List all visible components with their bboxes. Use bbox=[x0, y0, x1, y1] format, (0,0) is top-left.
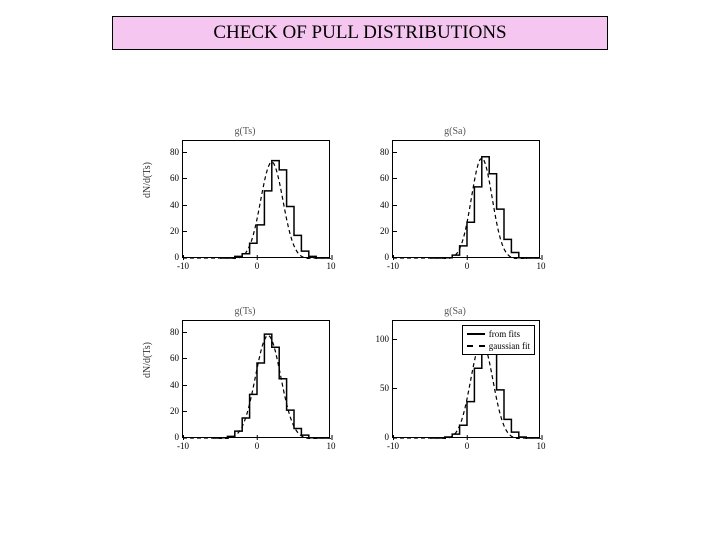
x-tick: -10 bbox=[387, 261, 399, 271]
y-tick: 80 bbox=[371, 147, 389, 157]
histogram-step bbox=[430, 157, 541, 259]
legend-item: from fits bbox=[467, 328, 530, 340]
gaussian-fit-curve bbox=[183, 162, 331, 259]
panel-title: g(Sa) bbox=[370, 126, 540, 137]
legend: from fitsgaussian fit bbox=[462, 325, 535, 355]
y-tick: 20 bbox=[371, 226, 389, 236]
x-tick: 0 bbox=[255, 441, 260, 451]
y-tick: 40 bbox=[161, 380, 179, 390]
y-tick: 60 bbox=[161, 353, 179, 363]
histogram-step bbox=[430, 341, 541, 439]
plot-area: 020406080-10010 bbox=[182, 320, 330, 438]
plot-svg bbox=[183, 321, 331, 439]
x-tick: 0 bbox=[465, 441, 470, 451]
y-tick: 20 bbox=[161, 226, 179, 236]
legend-dash-icon bbox=[467, 345, 485, 347]
plot-svg bbox=[183, 141, 331, 259]
y-tick: 40 bbox=[371, 200, 389, 210]
x-tick: 0 bbox=[255, 261, 260, 271]
y-tick: 100 bbox=[371, 334, 389, 344]
title-text: CHECK OF PULL DISTRIBUTIONS bbox=[213, 22, 506, 44]
x-tick: 10 bbox=[327, 261, 336, 271]
y-tick: 40 bbox=[161, 200, 179, 210]
legend-item: gaussian fit bbox=[467, 340, 530, 352]
y-tick: 20 bbox=[161, 406, 179, 416]
y-tick: 80 bbox=[161, 327, 179, 337]
panel-p1: g(Ts)dN/d(Ts)020406080-10010 bbox=[160, 128, 330, 278]
x-tick: 10 bbox=[327, 441, 336, 451]
histogram-step bbox=[213, 334, 331, 439]
legend-label: from fits bbox=[489, 328, 520, 340]
x-tick: 10 bbox=[537, 441, 546, 451]
figure-grid: g(Ts)dN/d(Ts)020406080-10010g(Sa)0204060… bbox=[160, 128, 580, 492]
panel-title: g(Ts) bbox=[160, 306, 330, 317]
y-tick: 60 bbox=[371, 173, 389, 183]
x-tick: 10 bbox=[537, 261, 546, 271]
x-tick: 0 bbox=[465, 261, 470, 271]
legend-label: gaussian fit bbox=[489, 340, 530, 352]
x-tick: -10 bbox=[177, 261, 189, 271]
y-axis-label: dN/d(Ts) bbox=[142, 342, 153, 378]
y-tick: 60 bbox=[161, 173, 179, 183]
y-axis-label: dN/d(Ts) bbox=[142, 162, 153, 198]
title-band: CHECK OF PULL DISTRIBUTIONS bbox=[112, 16, 608, 50]
x-tick: -10 bbox=[177, 441, 189, 451]
plot-area: 020406080-10010 bbox=[182, 140, 330, 258]
legend-solid-icon bbox=[467, 333, 485, 335]
plot-area: 020406080-10010 bbox=[392, 140, 540, 258]
panel-title: g(Ts) bbox=[160, 126, 330, 137]
plot-svg bbox=[393, 141, 541, 259]
plot-area: 050100-10010from fitsgaussian fit bbox=[392, 320, 540, 438]
panel-p2: g(Sa) 020406080-10010 bbox=[370, 128, 540, 278]
y-tick: 50 bbox=[371, 383, 389, 393]
panel-title: g(Sa) bbox=[370, 306, 540, 317]
histogram-step bbox=[220, 161, 331, 259]
y-tick: 80 bbox=[161, 147, 179, 157]
x-tick: -10 bbox=[387, 441, 399, 451]
panel-p4: g(Sa) 050100-10010from fitsgaussian fit bbox=[370, 308, 540, 458]
panel-p3: g(Ts)dN/d(Ts)020406080-10010 bbox=[160, 308, 330, 458]
